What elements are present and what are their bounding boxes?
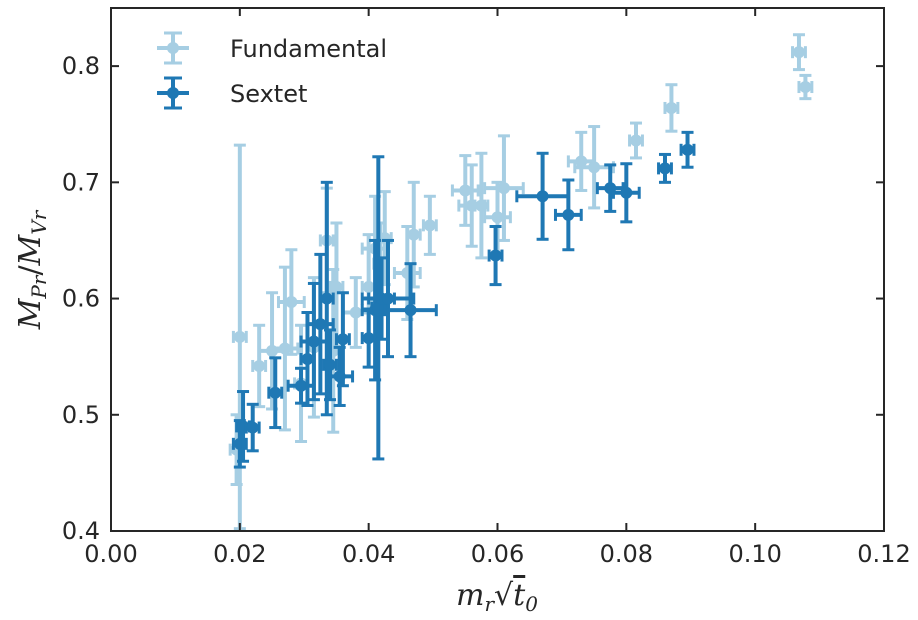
chart-marks: [228, 33, 814, 531]
point-marker: [324, 358, 337, 371]
data-point: [573, 125, 615, 210]
legend-dot-sextet: [167, 87, 179, 99]
point-marker: [362, 332, 375, 345]
x-tick-label: 0.12: [857, 540, 910, 568]
x-tick-label: 0.02: [213, 540, 266, 568]
data-point: [299, 281, 329, 402]
point-marker: [475, 199, 488, 212]
point-marker: [407, 228, 420, 241]
point-marker: [588, 161, 601, 174]
point-marker: [489, 249, 502, 262]
data-point: [322, 328, 338, 402]
point-marker: [459, 184, 472, 197]
data-point: [797, 73, 814, 101]
legend-dot-fundamental: [167, 42, 179, 54]
x-axis: 0.00 0.02 0.04 0.06 0.08 0.10 0.12: [84, 8, 911, 568]
legend-item-sextet: Sextet: [157, 76, 307, 110]
x-tick-label: 0.00: [84, 540, 137, 568]
data-point: [325, 345, 355, 407]
point-marker: [423, 219, 436, 232]
point-marker: [233, 330, 246, 343]
data-point: [628, 121, 644, 160]
data-point: [405, 180, 422, 289]
data-point: [487, 224, 504, 287]
data-point: [421, 194, 438, 256]
y-tick-label: 0.5: [62, 401, 100, 429]
data-point: [383, 262, 438, 359]
series-sextet: [231, 130, 696, 469]
point-marker: [278, 342, 291, 355]
data-point: [360, 238, 416, 359]
point-marker: [575, 155, 588, 168]
point-marker: [285, 296, 298, 309]
data-point: [244, 402, 261, 453]
point-marker: [381, 292, 394, 305]
point-marker: [253, 359, 266, 372]
data-point: [791, 33, 807, 72]
data-point: [276, 248, 306, 356]
point-marker: [330, 280, 343, 293]
point-marker: [246, 421, 259, 434]
data-point: [267, 356, 284, 430]
point-marker: [658, 162, 671, 175]
point-marker: [301, 352, 314, 365]
point-marker: [665, 101, 678, 114]
legend-label-sextet: Sextet: [230, 80, 307, 108]
point-marker: [320, 292, 333, 305]
data-point: [679, 130, 696, 169]
point-marker: [362, 280, 375, 293]
point-marker: [349, 306, 362, 319]
point-marker: [497, 182, 510, 195]
point-marker: [629, 134, 642, 147]
point-marker: [307, 335, 320, 348]
y-axis-label: MPr/MVr: [13, 209, 51, 330]
point-marker: [536, 190, 549, 203]
x-tick-label: 0.04: [342, 540, 395, 568]
data-point: [657, 152, 673, 184]
legend: Fundamental Sextet: [157, 31, 387, 110]
data-point: [235, 390, 251, 463]
point-marker: [269, 386, 282, 399]
point-marker: [681, 143, 694, 156]
y-tick-label: 0.4: [62, 517, 100, 545]
y-tick-label: 0.8: [62, 52, 100, 80]
data-point: [270, 265, 300, 432]
data-point: [663, 83, 680, 133]
x-axis-label: mr√t0: [456, 578, 538, 616]
data-point: [611, 162, 641, 224]
y-tick-label: 0.7: [62, 168, 100, 196]
data-point: [483, 134, 525, 242]
x-tick-label: 0.10: [728, 540, 781, 568]
legend-item-fundamental: Fundamental: [157, 31, 387, 65]
point-marker: [792, 46, 805, 59]
y-tick-label: 0.6: [62, 285, 100, 313]
y-axis: 0.4 0.5 0.6 0.7 0.8: [62, 52, 884, 545]
point-marker: [562, 208, 575, 221]
legend-label-fundamental: Fundamental: [230, 35, 387, 63]
point-marker: [620, 186, 633, 199]
data-point: [251, 323, 268, 409]
point-marker: [295, 379, 308, 392]
data-point: [305, 252, 335, 396]
point-marker: [491, 211, 504, 224]
x-tick-label: 0.06: [471, 540, 524, 568]
point-marker: [404, 304, 417, 317]
data-point: [450, 154, 480, 227]
point-marker: [336, 333, 349, 346]
point-marker: [799, 81, 812, 94]
point-marker: [314, 318, 327, 331]
data-point: [334, 291, 351, 388]
x-tick-label: 0.08: [600, 540, 653, 568]
data-point: [473, 151, 490, 260]
data-point: [553, 178, 583, 252]
